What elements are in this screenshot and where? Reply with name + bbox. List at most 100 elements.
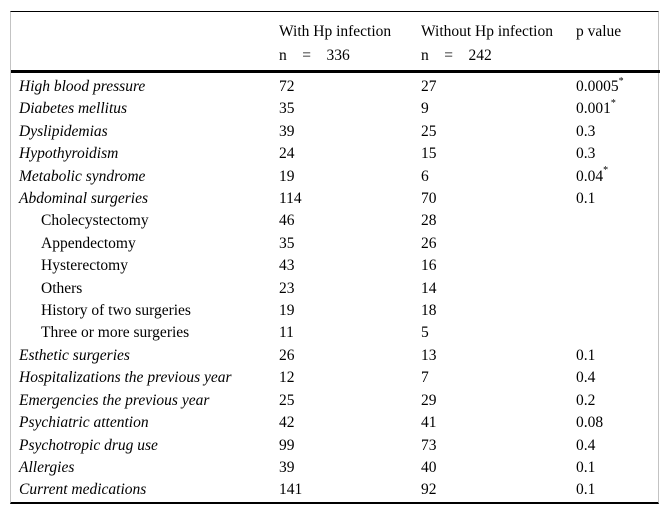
p-value: 0.3	[576, 145, 596, 163]
p-value: 0.001*	[576, 98, 616, 118]
without-hp-value: 9	[421, 100, 429, 118]
row-label: High blood pressure	[19, 78, 146, 95]
row-label: Hypothyroidism	[19, 145, 119, 163]
comorbidities-table-container: With Hp infection n = 336 Without Hp inf…	[10, 11, 660, 504]
without-hp-value: 70	[421, 190, 437, 208]
with-hp-value: 24	[279, 145, 295, 163]
header-with-hp: With Hp infection n = 336	[279, 12, 421, 73]
table-row: Metabolic syndrome 19 6 0.04*	[11, 166, 660, 188]
row-label: Psychiatric attention	[19, 414, 149, 432]
p-value: 0.1	[576, 190, 596, 208]
row-label: Cholecystectomy	[41, 212, 149, 230]
row-label: Hysterectomy	[41, 257, 128, 275]
table-row: Cholecystectomy 46 28	[11, 210, 660, 232]
without-hp-value: 7	[421, 369, 429, 387]
p-value: 0.1	[576, 346, 596, 364]
row-label: Metabolic syndrome	[19, 167, 146, 185]
p-value	[576, 300, 660, 322]
header-row: With Hp infection n = 336 Without Hp inf…	[11, 12, 660, 73]
without-hp-value: 73	[421, 436, 437, 454]
row-label: Abdominal surgeries	[19, 190, 149, 208]
row-label: Diabetes mellitus	[19, 100, 128, 118]
with-hp-value: 19	[279, 167, 295, 185]
without-hp-value: 26	[421, 234, 437, 252]
without-hp-value: 28	[421, 212, 437, 230]
header-p-value: p value	[576, 12, 660, 73]
table-row: Hypothyroidism 24 15 0.3	[11, 143, 660, 165]
p-value: 0.1	[576, 481, 596, 499]
with-hp-value: 114	[279, 190, 302, 208]
row-label: Current medications	[19, 481, 147, 499]
row-label: History of two surgeries	[41, 302, 191, 320]
with-hp-value: 23	[279, 279, 295, 297]
without-hp-value: 25	[421, 122, 437, 140]
p-value	[576, 210, 660, 232]
with-hp-label: With Hp infection	[279, 23, 392, 40]
without-hp-value: 27	[421, 78, 437, 95]
with-hp-value: 72	[279, 78, 295, 95]
with-hp-value: 141	[279, 481, 303, 499]
with-hp-value: 11	[279, 324, 294, 342]
without-hp-value: 13	[421, 346, 437, 364]
without-hp-n: n = 242	[421, 47, 492, 64]
row-label: Hospitalizations the previous year	[19, 369, 232, 387]
header-without-hp: Without Hp infection n = 242	[421, 12, 576, 73]
p-value	[576, 322, 660, 344]
table-row: Esthetic surgeries 26 13 0.1	[11, 345, 660, 367]
row-label: Appendectomy	[41, 234, 136, 252]
without-hp-value: 92	[421, 481, 437, 499]
with-hp-value: 12	[279, 369, 295, 387]
p-value: 0.08	[576, 414, 604, 432]
p-value: 0.3	[576, 122, 596, 140]
table-row: Current medications 141 92 0.1	[11, 479, 660, 501]
p-value: 0.0005*	[576, 75, 624, 95]
table-row: Allergies 39 40 0.1	[11, 457, 660, 479]
p-value: 0.2	[576, 391, 596, 409]
p-value: 0.04*	[576, 165, 609, 185]
table-row: Hospitalizations the previous year 12 7 …	[11, 367, 660, 389]
table-row: Three or more surgeries 11 5	[11, 322, 660, 344]
table-row: Dyslipidemias 39 25 0.3	[11, 121, 660, 143]
table-row: Abdominal surgeries 114 70 0.1	[11, 188, 660, 210]
with-hp-value: 19	[279, 302, 295, 320]
row-label: Dyslipidemias	[19, 122, 108, 140]
p-value-label: p value	[576, 23, 622, 40]
table-row: High blood pressure 72 27 0.0005*	[11, 72, 660, 99]
row-label: Esthetic surgeries	[19, 346, 130, 364]
table-header: With Hp infection n = 336 Without Hp inf…	[11, 12, 660, 73]
p-value: 0.4	[576, 369, 596, 387]
without-hp-value: 18	[421, 302, 437, 320]
table-row: Psychiatric attention 42 41 0.08	[11, 412, 660, 434]
with-hp-value: 39	[279, 122, 295, 140]
without-hp-value: 16	[421, 257, 437, 275]
row-label: Psychotropic drug use	[19, 436, 158, 454]
with-hp-value: 35	[279, 100, 295, 118]
comorbidities-table: With Hp infection n = 336 Without Hp inf…	[11, 12, 660, 502]
with-hp-value: 46	[279, 212, 295, 230]
without-hp-value: 15	[421, 145, 437, 163]
table-body: High blood pressure 72 27 0.0005* Diabet…	[11, 72, 660, 502]
row-label: Others	[41, 279, 83, 297]
significance-asterisk: *	[618, 75, 624, 87]
with-hp-value: 25	[279, 391, 295, 409]
row-label: Emergencies the previous year	[19, 391, 210, 409]
without-hp-value: 6	[421, 167, 429, 185]
p-value	[576, 233, 660, 255]
table-row: Hysterectomy 43 16	[11, 255, 660, 277]
header-empty-cell	[11, 12, 279, 73]
without-hp-label: Without Hp infection	[421, 23, 553, 40]
with-hp-value: 43	[279, 257, 295, 275]
row-label: Allergies	[19, 458, 75, 476]
without-hp-value: 5	[421, 324, 429, 342]
table-row: Psychotropic drug use 99 73 0.4	[11, 435, 660, 457]
p-value	[576, 278, 660, 300]
with-hp-value: 26	[279, 346, 295, 364]
significance-asterisk: *	[610, 98, 616, 110]
table-row: Diabetes mellitus 35 9 0.001*	[11, 98, 660, 120]
with-hp-value: 39	[279, 458, 295, 476]
significance-asterisk: *	[603, 165, 609, 177]
row-label: Three or more surgeries	[41, 324, 190, 342]
with-hp-value: 99	[279, 436, 295, 454]
p-value: 0.4	[576, 436, 596, 454]
table-row: Appendectomy 35 26	[11, 233, 660, 255]
